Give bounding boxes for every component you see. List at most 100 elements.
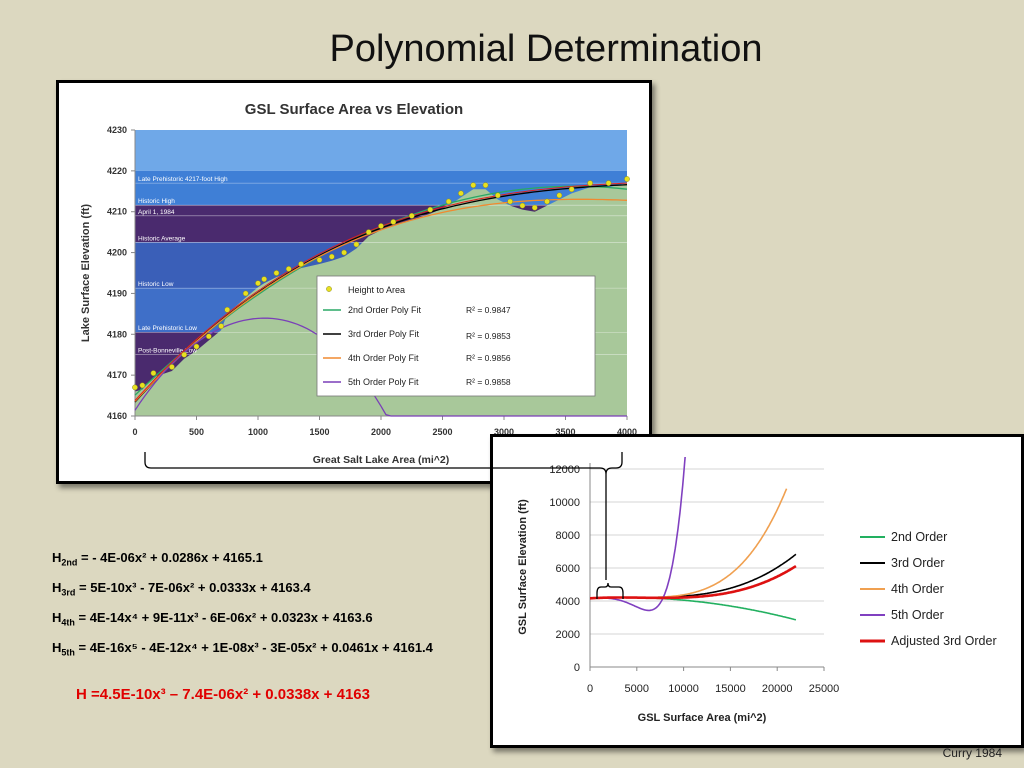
data-point xyxy=(482,182,489,189)
legend-r2: R² = 0.9853 xyxy=(466,331,511,341)
data-point xyxy=(316,257,323,263)
x-tick-label: 0 xyxy=(132,427,137,437)
data-point xyxy=(341,249,347,256)
data-point xyxy=(378,223,384,229)
data-point xyxy=(605,180,612,186)
data-point xyxy=(427,206,434,213)
data-point xyxy=(390,219,397,225)
extrapolation-chart: 0 2000 4000 6000 8000 10000 12000 0 5000 10000 150… xyxy=(517,457,997,724)
legend-label: Adjusted 3rd Order xyxy=(891,634,997,648)
legend-label: 3rd Order Poly Fit xyxy=(348,329,420,339)
data-point xyxy=(224,306,231,313)
data-point xyxy=(408,212,415,219)
series-line-5th-order xyxy=(590,457,686,612)
y-tick-label: 4180 xyxy=(107,329,127,339)
data-point xyxy=(495,192,501,199)
y-tick-label: 4000 xyxy=(556,596,580,608)
data-point xyxy=(470,182,477,189)
data-point xyxy=(587,180,593,186)
x-tick-label: 4000 xyxy=(617,427,637,437)
chart1-legend: Height to Area 2nd Order Poly Fit R² = 0.9… xyxy=(316,275,596,397)
data-point xyxy=(365,229,372,235)
data-point xyxy=(353,241,360,248)
chart1-title: GSL Surface Area vs Elevation xyxy=(245,101,463,118)
legend-label: 4th Order xyxy=(891,582,944,596)
x-tick-label: 3000 xyxy=(494,427,514,437)
y-tick-label: 4230 xyxy=(107,125,127,135)
sky-band xyxy=(135,130,627,171)
series-line-adjusted-3rd-order xyxy=(590,565,797,600)
y-tick-label: 4200 xyxy=(107,248,127,258)
fit-curve-5-order xyxy=(134,317,627,417)
data-point xyxy=(285,266,292,272)
legend-r2: R² = 0.9856 xyxy=(466,353,511,363)
equation-5th-order: H5th = 4E-16x⁵ - 4E-12x⁴ + 1E-08x³ - 3E-… xyxy=(52,640,433,658)
x-tick-label: 20000 xyxy=(762,683,793,695)
data-point xyxy=(261,276,267,282)
legend-r2: R² = 0.9847 xyxy=(466,305,511,315)
data-point xyxy=(132,384,138,391)
slide-title: Polynomial Determination xyxy=(329,28,763,70)
data-point xyxy=(273,270,280,276)
chart1-frame: GSL Surface Area vs Elevation Late Prehis… xyxy=(56,80,652,484)
data-point xyxy=(150,370,157,376)
data-point xyxy=(531,204,538,211)
data-point xyxy=(556,192,563,199)
data-point xyxy=(242,290,249,297)
y-tick-label: 6000 xyxy=(556,563,580,575)
data-point xyxy=(544,198,550,205)
y-tick-label: 2000 xyxy=(556,629,580,641)
y-axis-label: Lake Surface Elevation (ft) xyxy=(80,204,92,342)
equation-2nd-order: H2nd = - 4E-06x² + 0.0286x + 4165.1 xyxy=(52,550,263,568)
data-point xyxy=(298,261,304,267)
x-axis-label: Great Salt Lake Area (mi^2) xyxy=(313,454,449,466)
y-tick-label: 8000 xyxy=(556,530,580,542)
x-tick-label: 2500 xyxy=(432,427,452,437)
source-credit: Curry 1984 xyxy=(942,746,1002,760)
data-point xyxy=(445,198,452,205)
data-point xyxy=(328,253,335,260)
legend-label: 3rd Order xyxy=(891,556,945,570)
x-tick-label: 1000 xyxy=(248,427,268,437)
y-tick-label: 4210 xyxy=(107,207,127,217)
data-point xyxy=(519,202,526,209)
x-tick-label: 25000 xyxy=(809,683,840,695)
x-tick-label: 3500 xyxy=(555,427,575,437)
y-tick-label: 10000 xyxy=(549,497,580,509)
x-tick-label: 5000 xyxy=(625,683,649,695)
x-tick-label: 2000 xyxy=(371,427,391,437)
small-range-bracket xyxy=(596,582,624,599)
x-tick-label: 1500 xyxy=(309,427,329,437)
legend-point-label: Height to Area xyxy=(348,285,405,295)
y-axis-label: GSL Surface Elevation (ft) xyxy=(517,499,529,635)
y-tick-label: 12000 xyxy=(549,464,580,476)
data-point xyxy=(218,323,224,329)
x-tick-label: 15000 xyxy=(715,683,746,695)
series-line-4th-order xyxy=(590,488,788,600)
x-axis-label: GSL Surface Area (mi^2) xyxy=(638,712,767,724)
data-point xyxy=(169,364,175,370)
data-point xyxy=(507,198,513,205)
data-point xyxy=(139,382,146,389)
adjusted-equation: H =4.5E-10x³ – 7.4E-06x² + 0.0338x + 416… xyxy=(76,686,370,703)
data-point xyxy=(193,343,200,350)
y-tick-label: 4220 xyxy=(107,166,127,176)
band-label: Historic High xyxy=(138,198,175,205)
y-tick-label: 4190 xyxy=(107,288,127,298)
band-label: Historic Average xyxy=(138,235,186,242)
chart2-frame: 0 2000 4000 6000 8000 10000 12000 0 5000 10000 150… xyxy=(490,434,1024,748)
data-point xyxy=(181,351,188,358)
y-tick-label: 4170 xyxy=(107,370,127,380)
legend-r2: R² = 0.9858 xyxy=(466,377,511,387)
band-label: April 1, 1984 xyxy=(138,209,175,216)
y-tick-label: 4160 xyxy=(107,411,127,421)
surface-area-elevation-chart: GSL Surface Area vs Elevation Late Prehis… xyxy=(80,101,637,466)
legend-label: 4th Order Poly Fit xyxy=(348,353,419,363)
x-tick-label: 500 xyxy=(189,427,204,437)
band-label: Post-Bonneville Low xyxy=(138,348,197,355)
legend-label: 2nd Order xyxy=(891,530,947,544)
band-label: Historic Low xyxy=(138,281,174,288)
band-label: Late Prehistoric Low xyxy=(138,325,197,332)
data-point xyxy=(568,186,575,193)
y-tick-label: 0 xyxy=(574,662,580,674)
